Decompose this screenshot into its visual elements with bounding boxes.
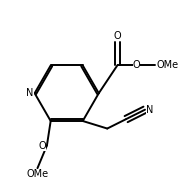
- Text: OMe: OMe: [156, 60, 178, 70]
- Text: O: O: [133, 60, 140, 70]
- Text: O: O: [114, 31, 121, 41]
- Text: N: N: [26, 88, 34, 98]
- Text: N: N: [146, 105, 153, 115]
- Text: OMe: OMe: [26, 169, 48, 179]
- Text: O: O: [38, 140, 46, 151]
